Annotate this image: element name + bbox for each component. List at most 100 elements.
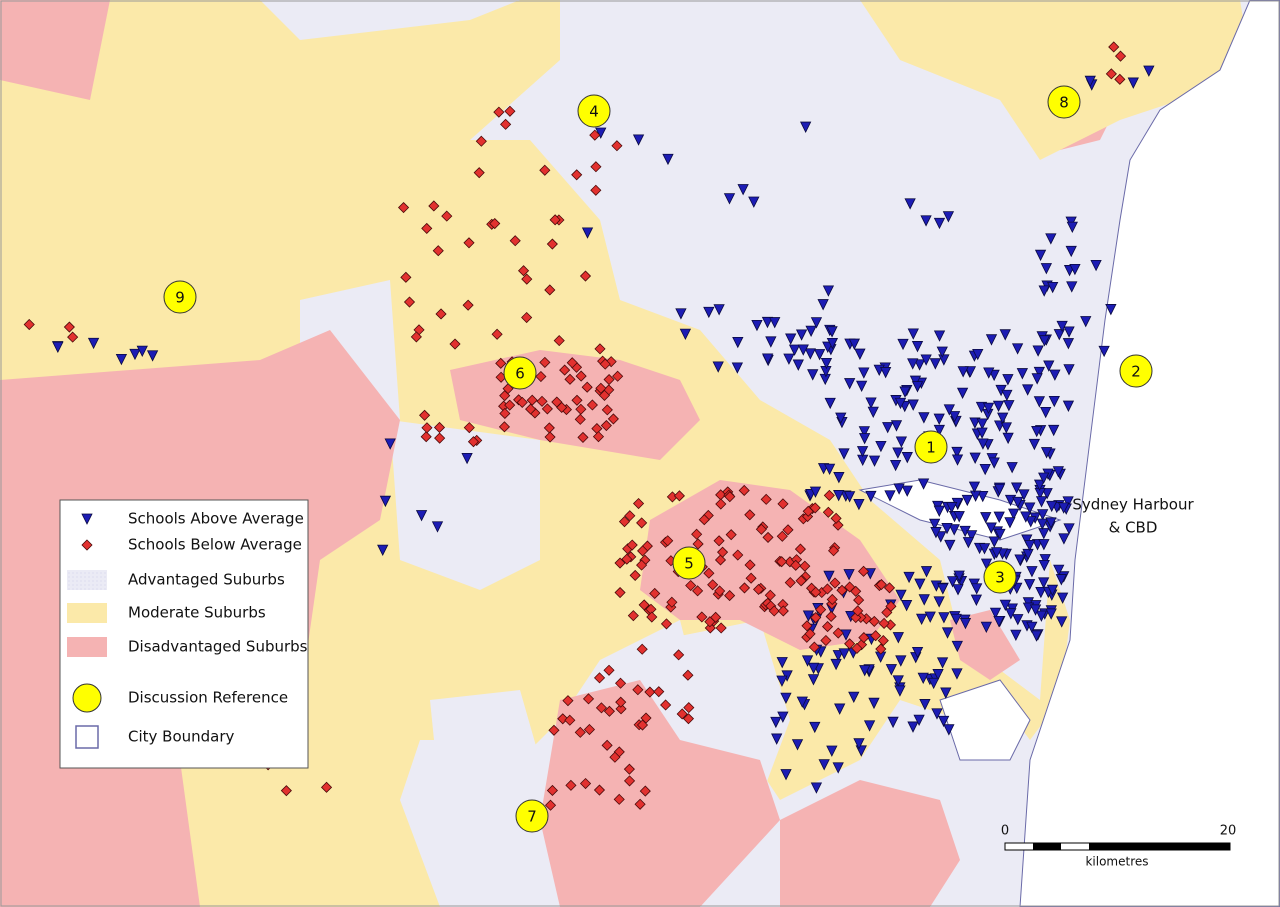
school-below-average (795, 575, 807, 587)
school-below-average (782, 524, 794, 536)
school-below-average (593, 784, 606, 796)
school-below-average (646, 611, 658, 623)
school-above-average (1053, 564, 1065, 577)
school-above-average (807, 369, 819, 381)
school-above-average (951, 454, 964, 466)
school-above-average (1066, 281, 1078, 293)
school-above-average (942, 211, 955, 223)
school-below-average (449, 338, 461, 350)
school-above-average (1022, 384, 1034, 396)
school-below-average (583, 723, 596, 736)
school-below-average (565, 779, 577, 791)
school-below-average (852, 605, 864, 617)
moderate-region (860, 0, 1250, 160)
school-above-average (993, 615, 1005, 628)
school-below-average (634, 798, 646, 810)
school-above-average (679, 328, 692, 341)
school-above-average (994, 528, 1006, 541)
school-above-average (964, 366, 977, 378)
school-below-average (826, 593, 838, 606)
school-above-average (1045, 233, 1057, 245)
school-below-average (714, 585, 726, 597)
school-above-average (854, 348, 866, 360)
reference-label: 6 (515, 365, 525, 383)
school-above-average (868, 697, 880, 710)
school-below-average (738, 582, 751, 594)
school-above-average (853, 738, 865, 750)
school-below-average (745, 572, 757, 584)
legend-label: Discussion Reference (128, 689, 288, 707)
school-below-average (546, 784, 558, 797)
school-above-average (769, 317, 781, 329)
school-below-average (799, 560, 811, 572)
school-below-average (692, 585, 704, 597)
school-above-average (943, 404, 955, 416)
school-above-average (1084, 75, 1096, 88)
school-above-average (1001, 389, 1013, 402)
school-above-average (911, 381, 924, 393)
school-above-average (917, 672, 929, 685)
legend-swatch (75, 725, 99, 749)
school-above-average (1011, 343, 1024, 355)
school-above-average (136, 345, 148, 358)
school-above-average (796, 696, 808, 708)
school-above-average (817, 299, 829, 311)
school-above-average (802, 610, 815, 622)
school-above-average (785, 333, 797, 345)
school-above-average (820, 357, 833, 370)
school-above-average (810, 317, 823, 329)
school-below-average (495, 357, 507, 369)
school-below-average (467, 436, 480, 448)
school-below-average (790, 559, 802, 571)
school-above-average (993, 483, 1006, 496)
school-above-average (909, 375, 922, 387)
school-below-average (544, 284, 556, 296)
school-above-average (875, 440, 887, 453)
school-above-average (1058, 533, 1070, 545)
school-above-average (1063, 364, 1075, 376)
school-above-average (895, 436, 908, 448)
school-above-average (801, 655, 814, 667)
school-above-average (1030, 630, 1043, 642)
school-above-average (895, 655, 907, 667)
school-above-average (889, 459, 902, 472)
school-above-average (907, 328, 919, 340)
reference-marker (983, 560, 1017, 594)
legend-swatch (67, 570, 107, 590)
school-below-average (419, 409, 431, 421)
school-above-average (1038, 472, 1050, 484)
school-above-average (893, 483, 905, 495)
school-above-average (834, 703, 846, 715)
school-below-average (713, 535, 725, 547)
reference-label: 5 (684, 555, 694, 573)
school-below-average (623, 763, 635, 775)
school-above-average (1090, 259, 1102, 272)
school-above-average (879, 367, 892, 379)
school-above-average (977, 490, 989, 503)
school-below-average (755, 523, 767, 535)
school-below-average (853, 594, 865, 606)
school-below-average (832, 627, 844, 639)
school-above-average (780, 769, 792, 781)
school-above-average (961, 494, 973, 507)
school-below-average (544, 799, 557, 811)
school-above-average (52, 341, 64, 354)
school-below-average (777, 605, 789, 617)
school-below-average (489, 217, 501, 230)
school-above-average (1014, 554, 1026, 566)
school-below-average (595, 702, 608, 714)
school-below-average (810, 586, 822, 598)
school-above-average (932, 669, 944, 681)
school-above-average (941, 627, 954, 639)
school-below-average (320, 781, 333, 793)
school-above-average (1069, 263, 1081, 276)
school-below-average (603, 373, 615, 386)
school-below-average (280, 785, 292, 797)
school-below-average (636, 559, 648, 571)
school-above-average (1018, 489, 1030, 501)
school-above-average (915, 613, 928, 626)
school-below-average (609, 751, 621, 763)
school-above-average (858, 433, 871, 445)
school-below-average (615, 696, 627, 708)
school-above-average (976, 418, 988, 430)
